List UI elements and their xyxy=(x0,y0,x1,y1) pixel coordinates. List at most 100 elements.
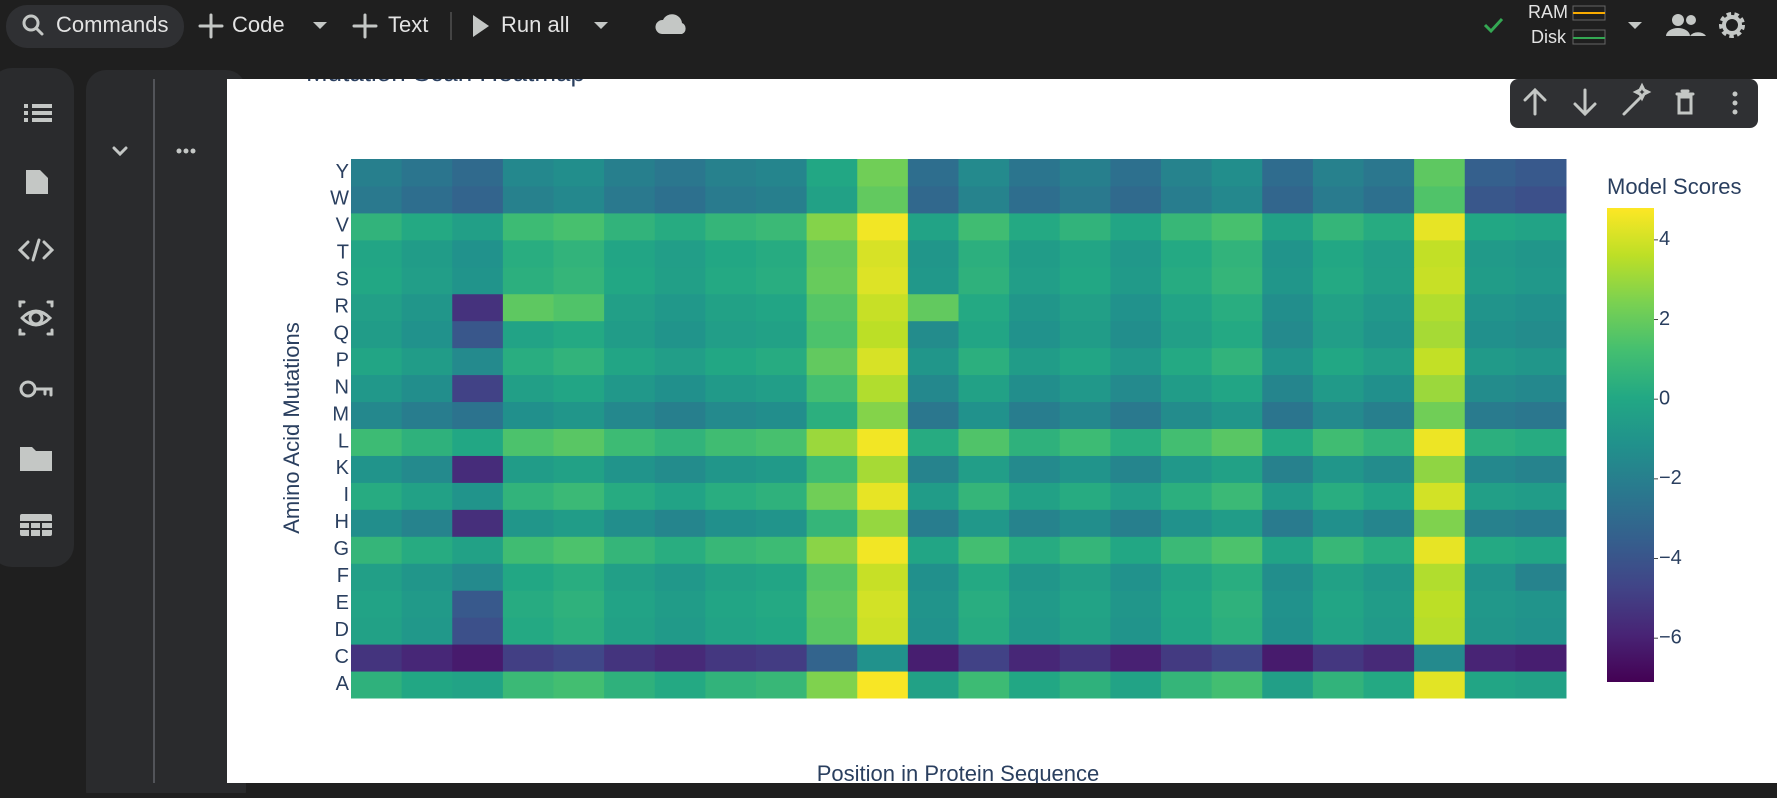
heatmap-cell xyxy=(1515,266,1567,295)
heatmap-cell xyxy=(502,617,554,645)
variables-icon[interactable] xyxy=(18,300,54,336)
heatmap-cell xyxy=(907,347,959,376)
heatmap-cell xyxy=(958,293,1010,322)
files-icon[interactable] xyxy=(20,447,52,471)
delete-icon[interactable] xyxy=(1675,89,1695,115)
heatmap-cell xyxy=(1110,159,1162,187)
heatmap-cell xyxy=(1161,428,1213,456)
heatmap-cell xyxy=(1464,185,1516,214)
cell-more[interactable] xyxy=(1732,91,1738,115)
move-up[interactable] xyxy=(1523,87,1547,116)
heatmap-cell xyxy=(1009,671,1061,699)
heatmap-cell xyxy=(604,347,656,376)
heatmap-cell xyxy=(705,563,757,591)
code-snippets-icon[interactable] xyxy=(17,238,55,262)
heatmap-cell xyxy=(351,455,403,483)
code-dropdown[interactable] xyxy=(313,22,327,29)
heatmap-cell xyxy=(1312,617,1364,645)
heatmap-cell xyxy=(654,266,706,295)
cloud-icon[interactable] xyxy=(655,14,686,35)
heatmap-cell xyxy=(958,590,1010,618)
heatmap-cell xyxy=(502,590,554,618)
heatmap-cell xyxy=(1414,671,1466,699)
heatmap-cell xyxy=(401,374,453,403)
heatmap-cell xyxy=(1161,320,1213,349)
secrets-icon[interactable] xyxy=(19,380,53,398)
toc-icon[interactable] xyxy=(24,104,52,122)
heatmap-cell xyxy=(857,347,909,376)
collapse-chevron[interactable] xyxy=(112,146,128,157)
heatmap-cell xyxy=(857,159,909,187)
heatmap-cell xyxy=(1110,320,1162,349)
heatmap-cell xyxy=(351,590,403,618)
heatmap-cell xyxy=(907,536,959,564)
heatmap-cell xyxy=(452,401,504,429)
settings-icon[interactable] xyxy=(1719,12,1745,38)
heatmap-cell xyxy=(806,617,858,645)
heatmap-cell xyxy=(1110,455,1162,483)
heatmap-cell xyxy=(1009,266,1061,295)
heatmap-cell xyxy=(1009,455,1061,483)
more-icon[interactable] xyxy=(176,148,196,154)
heatmap-cell xyxy=(1312,159,1364,187)
heatmap-cell xyxy=(857,374,909,403)
heatmap-cell xyxy=(1059,374,1111,403)
heatmap-cell xyxy=(1262,428,1314,456)
heatmap-cell xyxy=(1363,428,1415,456)
resources-dropdown[interactable] xyxy=(1628,22,1642,29)
heatmap-cell xyxy=(806,212,858,241)
heatmap-cell xyxy=(1059,212,1111,241)
connected-check xyxy=(1483,17,1504,34)
heatmap-cell xyxy=(1009,482,1061,510)
heatmap-cell xyxy=(1211,320,1263,349)
x-axis-title: Position in Protein Sequence xyxy=(817,761,1100,786)
heatmap-cell xyxy=(1161,644,1213,672)
heatmap-cell xyxy=(1363,455,1415,483)
move-down[interactable] xyxy=(1573,88,1597,117)
share-icon[interactable] xyxy=(1666,14,1706,36)
heatmap-cell xyxy=(756,671,808,699)
heatmap-cell xyxy=(1059,590,1111,618)
y-axis-title: Amino Acid Mutations xyxy=(279,322,304,534)
heatmap-cell xyxy=(705,347,757,376)
data-table-icon[interactable] xyxy=(20,514,52,536)
heatmap-cell xyxy=(1110,347,1162,376)
heatmap-cell xyxy=(1110,590,1162,618)
data-table-lines xyxy=(20,521,52,536)
plus-icon xyxy=(198,13,224,39)
heatmap-cell xyxy=(654,644,706,672)
heatmap-cell xyxy=(553,428,605,456)
edit-icon[interactable] xyxy=(1622,82,1652,116)
heatmap-cell xyxy=(401,320,453,349)
colorbar-tick-label: −6 xyxy=(1659,626,1682,648)
heatmap-cell xyxy=(654,509,706,537)
code-button[interactable]: Code xyxy=(232,12,285,37)
heatmap-cell xyxy=(502,536,554,564)
heatmap-cell xyxy=(654,212,706,241)
heatmap-cell xyxy=(1262,320,1314,349)
find-icon[interactable] xyxy=(26,170,48,194)
commands-label[interactable]: Commands xyxy=(56,12,168,37)
run-all-button[interactable]: Run all xyxy=(501,12,569,37)
heatmap-cell xyxy=(452,563,504,591)
heatmap-cell xyxy=(1161,536,1213,564)
heatmap-cell xyxy=(1110,374,1162,403)
heatmap-cell xyxy=(1464,212,1516,241)
heatmap-cell xyxy=(1515,239,1567,268)
heatmap-cell xyxy=(654,536,706,564)
heatmap-cell xyxy=(502,212,554,241)
heatmap-cell xyxy=(907,320,959,349)
heatmap-cell xyxy=(1312,293,1364,322)
heatmap-cell xyxy=(958,644,1010,672)
text-button[interactable]: Text xyxy=(388,12,428,37)
y-tick-label: A xyxy=(336,673,350,695)
commands-button[interactable] xyxy=(6,5,184,48)
heatmap-cell xyxy=(857,428,909,456)
run-dropdown[interactable] xyxy=(594,22,608,29)
heatmap-cell xyxy=(452,428,504,456)
heatmap-cell xyxy=(1464,563,1516,591)
heatmap-cell xyxy=(654,159,706,187)
heatmap-cell xyxy=(756,293,808,322)
heatmap-cell xyxy=(553,617,605,645)
heatmap-cell xyxy=(351,159,403,187)
